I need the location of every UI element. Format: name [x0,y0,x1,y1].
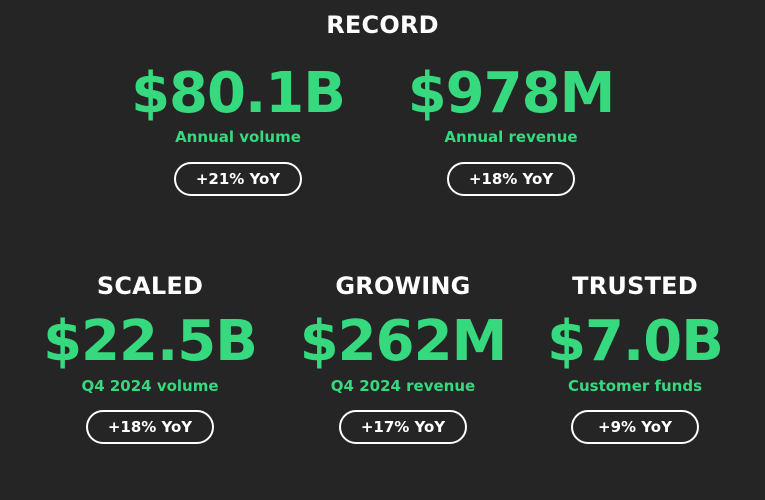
annual-revenue-label: Annual revenue [444,128,578,146]
customer-funds-label: Customer funds [567,377,703,395]
q4-volume-yoy-badge: +18% YoY [86,410,214,444]
annual-revenue-value: $978M [407,61,616,126]
customer-funds-yoy-badge: +9% YoY [571,410,699,444]
annual-volume-label: Annual volume [175,128,301,146]
customer-funds-value: $7.0B [547,309,724,374]
trusted-title: TRUSTED [572,272,698,300]
q4-volume-label: Q4 2024 volume [81,377,219,395]
q4-volume-value: $22.5B [43,309,258,374]
growing-title: GROWING [335,272,471,300]
annual-volume-value: $80.1B [131,61,346,126]
q4-revenue-value: $262M [299,309,508,374]
q4-revenue-label: Q4 2024 revenue [330,377,476,395]
record-title: RECORD [326,11,439,39]
q4-revenue-yoy-badge: +17% YoY [339,410,467,444]
annual-volume-yoy-badge: +21% YoY [174,162,302,196]
annual-revenue-yoy-badge: +18% YoY [447,162,575,196]
scaled-title: SCALED [96,272,204,300]
